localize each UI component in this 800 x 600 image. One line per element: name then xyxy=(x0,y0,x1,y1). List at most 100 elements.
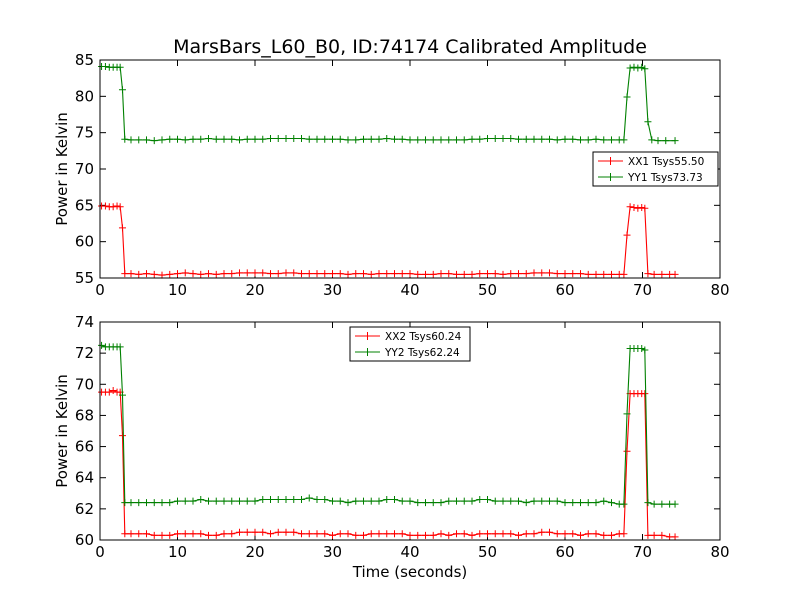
data-point xyxy=(143,530,150,538)
data-point xyxy=(205,270,212,278)
data-point xyxy=(135,270,143,278)
legend-marker xyxy=(363,348,372,356)
data-point xyxy=(445,136,453,144)
data-point xyxy=(290,496,298,504)
data-point xyxy=(522,135,530,143)
y-tick-label: 60 xyxy=(75,233,94,251)
x-tick-label: 50 xyxy=(478,543,497,561)
data-point xyxy=(538,528,546,536)
y-tick-label: 72 xyxy=(75,344,94,362)
data-point xyxy=(259,528,267,536)
data-point xyxy=(236,136,243,144)
data-point xyxy=(181,530,189,538)
data-point xyxy=(220,270,228,278)
x-tick-label: 80 xyxy=(710,543,729,561)
data-point xyxy=(491,530,499,538)
y-tick-label: 68 xyxy=(75,406,94,424)
data-point xyxy=(344,270,352,278)
data-point xyxy=(344,530,352,538)
data-point xyxy=(608,499,615,507)
data-point xyxy=(243,497,251,505)
x-tick-label: 60 xyxy=(555,281,574,299)
data-point xyxy=(445,531,453,539)
data-point xyxy=(507,270,515,278)
data-point xyxy=(414,499,422,507)
data-point xyxy=(197,496,205,504)
legend-box xyxy=(349,326,471,362)
data-point xyxy=(243,135,251,143)
x-tick-label: 10 xyxy=(168,543,187,561)
data-point xyxy=(336,497,344,505)
data-point xyxy=(546,269,553,277)
data-point xyxy=(367,135,375,143)
data-point xyxy=(671,500,679,508)
data-point xyxy=(336,135,344,143)
y-tick-label: 85 xyxy=(75,51,94,69)
data-point xyxy=(391,530,398,538)
legend-label: XX2 Tsys60.24 xyxy=(385,331,462,343)
data-point xyxy=(158,499,166,507)
data-point xyxy=(166,499,174,507)
data-point xyxy=(577,531,584,539)
x-tick-label: 40 xyxy=(400,543,419,561)
data-point xyxy=(546,528,553,536)
data-point xyxy=(406,136,414,144)
data-point xyxy=(174,497,181,505)
data-point xyxy=(569,530,577,538)
data-point xyxy=(375,497,383,505)
data-point xyxy=(569,135,577,143)
data-point xyxy=(538,497,546,505)
data-point xyxy=(181,269,189,277)
data-point xyxy=(641,390,649,398)
data-point xyxy=(367,270,375,278)
data-point xyxy=(644,531,652,539)
data-point xyxy=(569,499,577,507)
data-point xyxy=(143,499,150,507)
data-point xyxy=(561,135,569,143)
data-point xyxy=(522,530,530,538)
data-point xyxy=(109,387,117,395)
data-point xyxy=(460,497,468,505)
data-point xyxy=(515,531,522,539)
data-point xyxy=(220,135,228,143)
data-point xyxy=(671,137,679,145)
y-tick-label: 62 xyxy=(75,500,94,518)
data-point xyxy=(383,134,391,142)
data-point xyxy=(634,204,642,212)
data-point xyxy=(584,270,592,278)
legend-marker xyxy=(606,157,615,165)
x-tick-label: 0 xyxy=(95,281,105,299)
data-point xyxy=(267,134,274,142)
data-point xyxy=(577,499,584,507)
data-point xyxy=(127,530,135,538)
data-point xyxy=(437,270,445,278)
x-tick-label: 40 xyxy=(400,281,419,299)
data-point xyxy=(437,136,445,144)
data-point xyxy=(298,496,305,504)
data-point xyxy=(608,136,615,144)
data-point xyxy=(644,270,652,278)
data-point xyxy=(150,137,158,145)
data-point xyxy=(414,136,422,144)
data-point xyxy=(671,533,679,541)
data-point xyxy=(282,528,290,536)
data-point xyxy=(236,528,243,536)
y-axis-label: Power in Kelvin xyxy=(53,112,71,226)
data-point xyxy=(561,499,569,507)
data-point xyxy=(437,499,445,507)
data-point xyxy=(623,447,631,455)
data-point xyxy=(515,270,522,278)
data-point xyxy=(623,93,631,101)
data-point xyxy=(623,410,631,418)
data-point xyxy=(476,135,484,143)
data-point xyxy=(460,530,468,538)
data-point xyxy=(118,86,126,94)
data-point xyxy=(360,135,367,143)
data-point xyxy=(630,204,638,212)
data-point xyxy=(538,135,546,143)
data-point xyxy=(243,528,251,536)
data-point xyxy=(468,270,476,278)
data-point xyxy=(476,496,484,504)
data-point xyxy=(644,118,652,126)
legend-label: YY2 Tsys62.24 xyxy=(384,347,460,359)
